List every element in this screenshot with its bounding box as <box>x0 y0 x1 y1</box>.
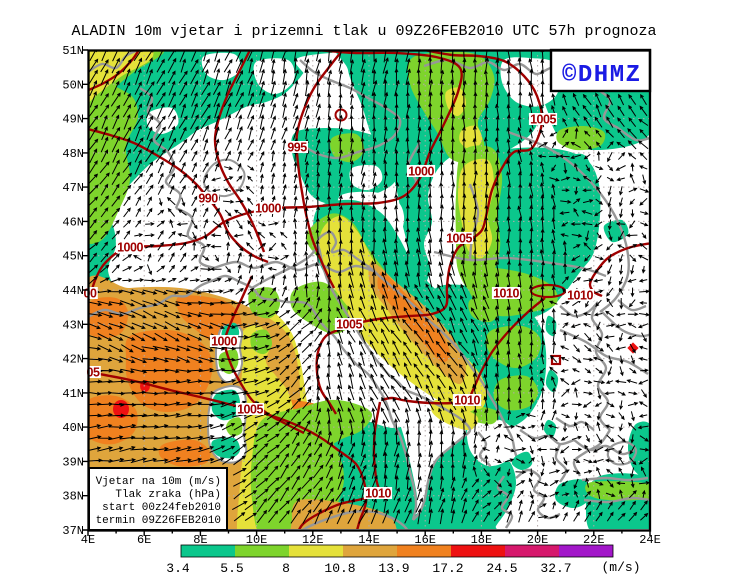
svg-text:5.5: 5.5 <box>220 561 243 576</box>
svg-text:18E: 18E <box>471 533 493 547</box>
svg-text:22E: 22E <box>583 533 605 547</box>
svg-text:43N: 43N <box>62 318 84 332</box>
svg-text:13.9: 13.9 <box>378 561 409 576</box>
svg-text:1005: 1005 <box>336 318 362 332</box>
svg-text:1010: 1010 <box>454 394 480 408</box>
svg-text:16E: 16E <box>414 533 436 547</box>
svg-text:8: 8 <box>282 561 290 576</box>
svg-text:1010: 1010 <box>365 487 391 501</box>
svg-text:1010: 1010 <box>567 289 593 303</box>
svg-text:00: 00 <box>84 287 97 301</box>
svg-text:20E: 20E <box>527 533 549 547</box>
svg-text:Tlak zraka (hPa): Tlak zraka (hPa) <box>115 489 221 501</box>
svg-text:start 00z24feb2010: start 00z24feb2010 <box>102 502 221 514</box>
svg-text:44N: 44N <box>62 284 84 298</box>
svg-text:(m/s): (m/s) <box>601 560 640 575</box>
svg-text:ALADIN 10m vjetar i prizemni t: ALADIN 10m vjetar i prizemni tlak u 09Z2… <box>71 23 656 40</box>
svg-text:1005: 1005 <box>237 403 263 417</box>
svg-text:45N: 45N <box>62 250 84 264</box>
svg-text:32.7: 32.7 <box>540 561 571 576</box>
svg-text:42N: 42N <box>62 353 84 367</box>
svg-text:40N: 40N <box>62 421 84 435</box>
svg-text:3.4: 3.4 <box>166 561 190 576</box>
svg-text:24.5: 24.5 <box>486 561 517 576</box>
svg-text:termin 09Z26FEB2010: termin 09Z26FEB2010 <box>96 515 221 527</box>
svg-text:37N: 37N <box>62 524 84 538</box>
svg-text:24E: 24E <box>639 533 661 547</box>
svg-text:47N: 47N <box>62 181 84 195</box>
svg-text:4E: 4E <box>81 533 95 547</box>
svg-text:995: 995 <box>287 141 307 155</box>
svg-text:50N: 50N <box>62 78 84 92</box>
svg-text:990: 990 <box>198 192 218 206</box>
svg-text:10.8: 10.8 <box>324 561 355 576</box>
svg-text:1010: 1010 <box>493 287 519 301</box>
svg-text:1000: 1000 <box>255 202 281 216</box>
svg-text:1005: 1005 <box>446 232 472 246</box>
svg-text:49N: 49N <box>62 113 84 127</box>
svg-text:46N: 46N <box>62 215 84 229</box>
svg-text:©DHMZ: ©DHMZ <box>562 62 642 89</box>
svg-text:51N: 51N <box>62 44 84 58</box>
svg-text:41N: 41N <box>62 387 84 401</box>
svg-text:38N: 38N <box>62 490 84 504</box>
svg-text:05: 05 <box>87 366 100 380</box>
svg-text:39N: 39N <box>62 455 84 469</box>
svg-text:8E: 8E <box>193 533 207 547</box>
svg-text:12E: 12E <box>302 533 324 547</box>
svg-text:14E: 14E <box>358 533 380 547</box>
svg-text:17.2: 17.2 <box>432 561 463 576</box>
svg-text:1000: 1000 <box>408 165 434 179</box>
svg-text:6E: 6E <box>137 533 151 547</box>
svg-text:Vjetar na 10m (m/s): Vjetar na 10m (m/s) <box>96 476 221 488</box>
svg-text:1005: 1005 <box>530 113 556 127</box>
svg-text:1000: 1000 <box>211 335 237 349</box>
svg-text:1000: 1000 <box>117 241 143 255</box>
svg-text:10E: 10E <box>246 533 268 547</box>
svg-text:48N: 48N <box>62 147 84 161</box>
